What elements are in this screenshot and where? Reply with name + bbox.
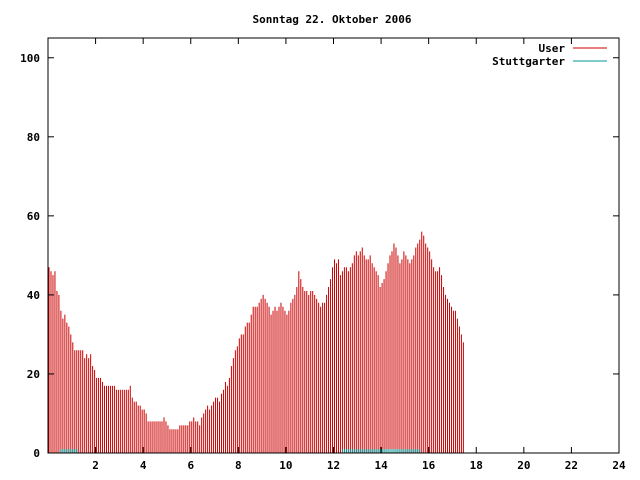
x-tick-label: 8 [235,459,242,472]
y-tick-label: 0 [33,447,40,460]
x-tick-label: 16 [422,459,436,472]
y-tick-label: 40 [27,289,40,302]
x-tick-label: 4 [140,459,147,472]
x-tick-label: 6 [187,459,194,472]
y-tick-label: 60 [27,210,40,223]
x-tick-label: 18 [470,459,483,472]
x-tick-label: 10 [279,459,292,472]
x-tick-label: 22 [565,459,578,472]
plot-frame [47,37,620,454]
legend-label: User [539,42,566,55]
y-tick-label: 100 [20,52,40,65]
legend-label: Stuttgarter [492,55,565,68]
y-tick-label: 20 [27,368,40,381]
y-tick-label: 80 [27,131,40,144]
x-tick-label: 20 [517,459,530,472]
bars-layer [48,231,464,453]
x-tick-label: 12 [327,459,340,472]
x-tick-label: 14 [374,459,388,472]
chart-title: Sonntag 22. Oktober 2006 [253,13,412,26]
x-tick-label: 2 [92,459,99,472]
x-tick-label: 24 [612,459,626,472]
